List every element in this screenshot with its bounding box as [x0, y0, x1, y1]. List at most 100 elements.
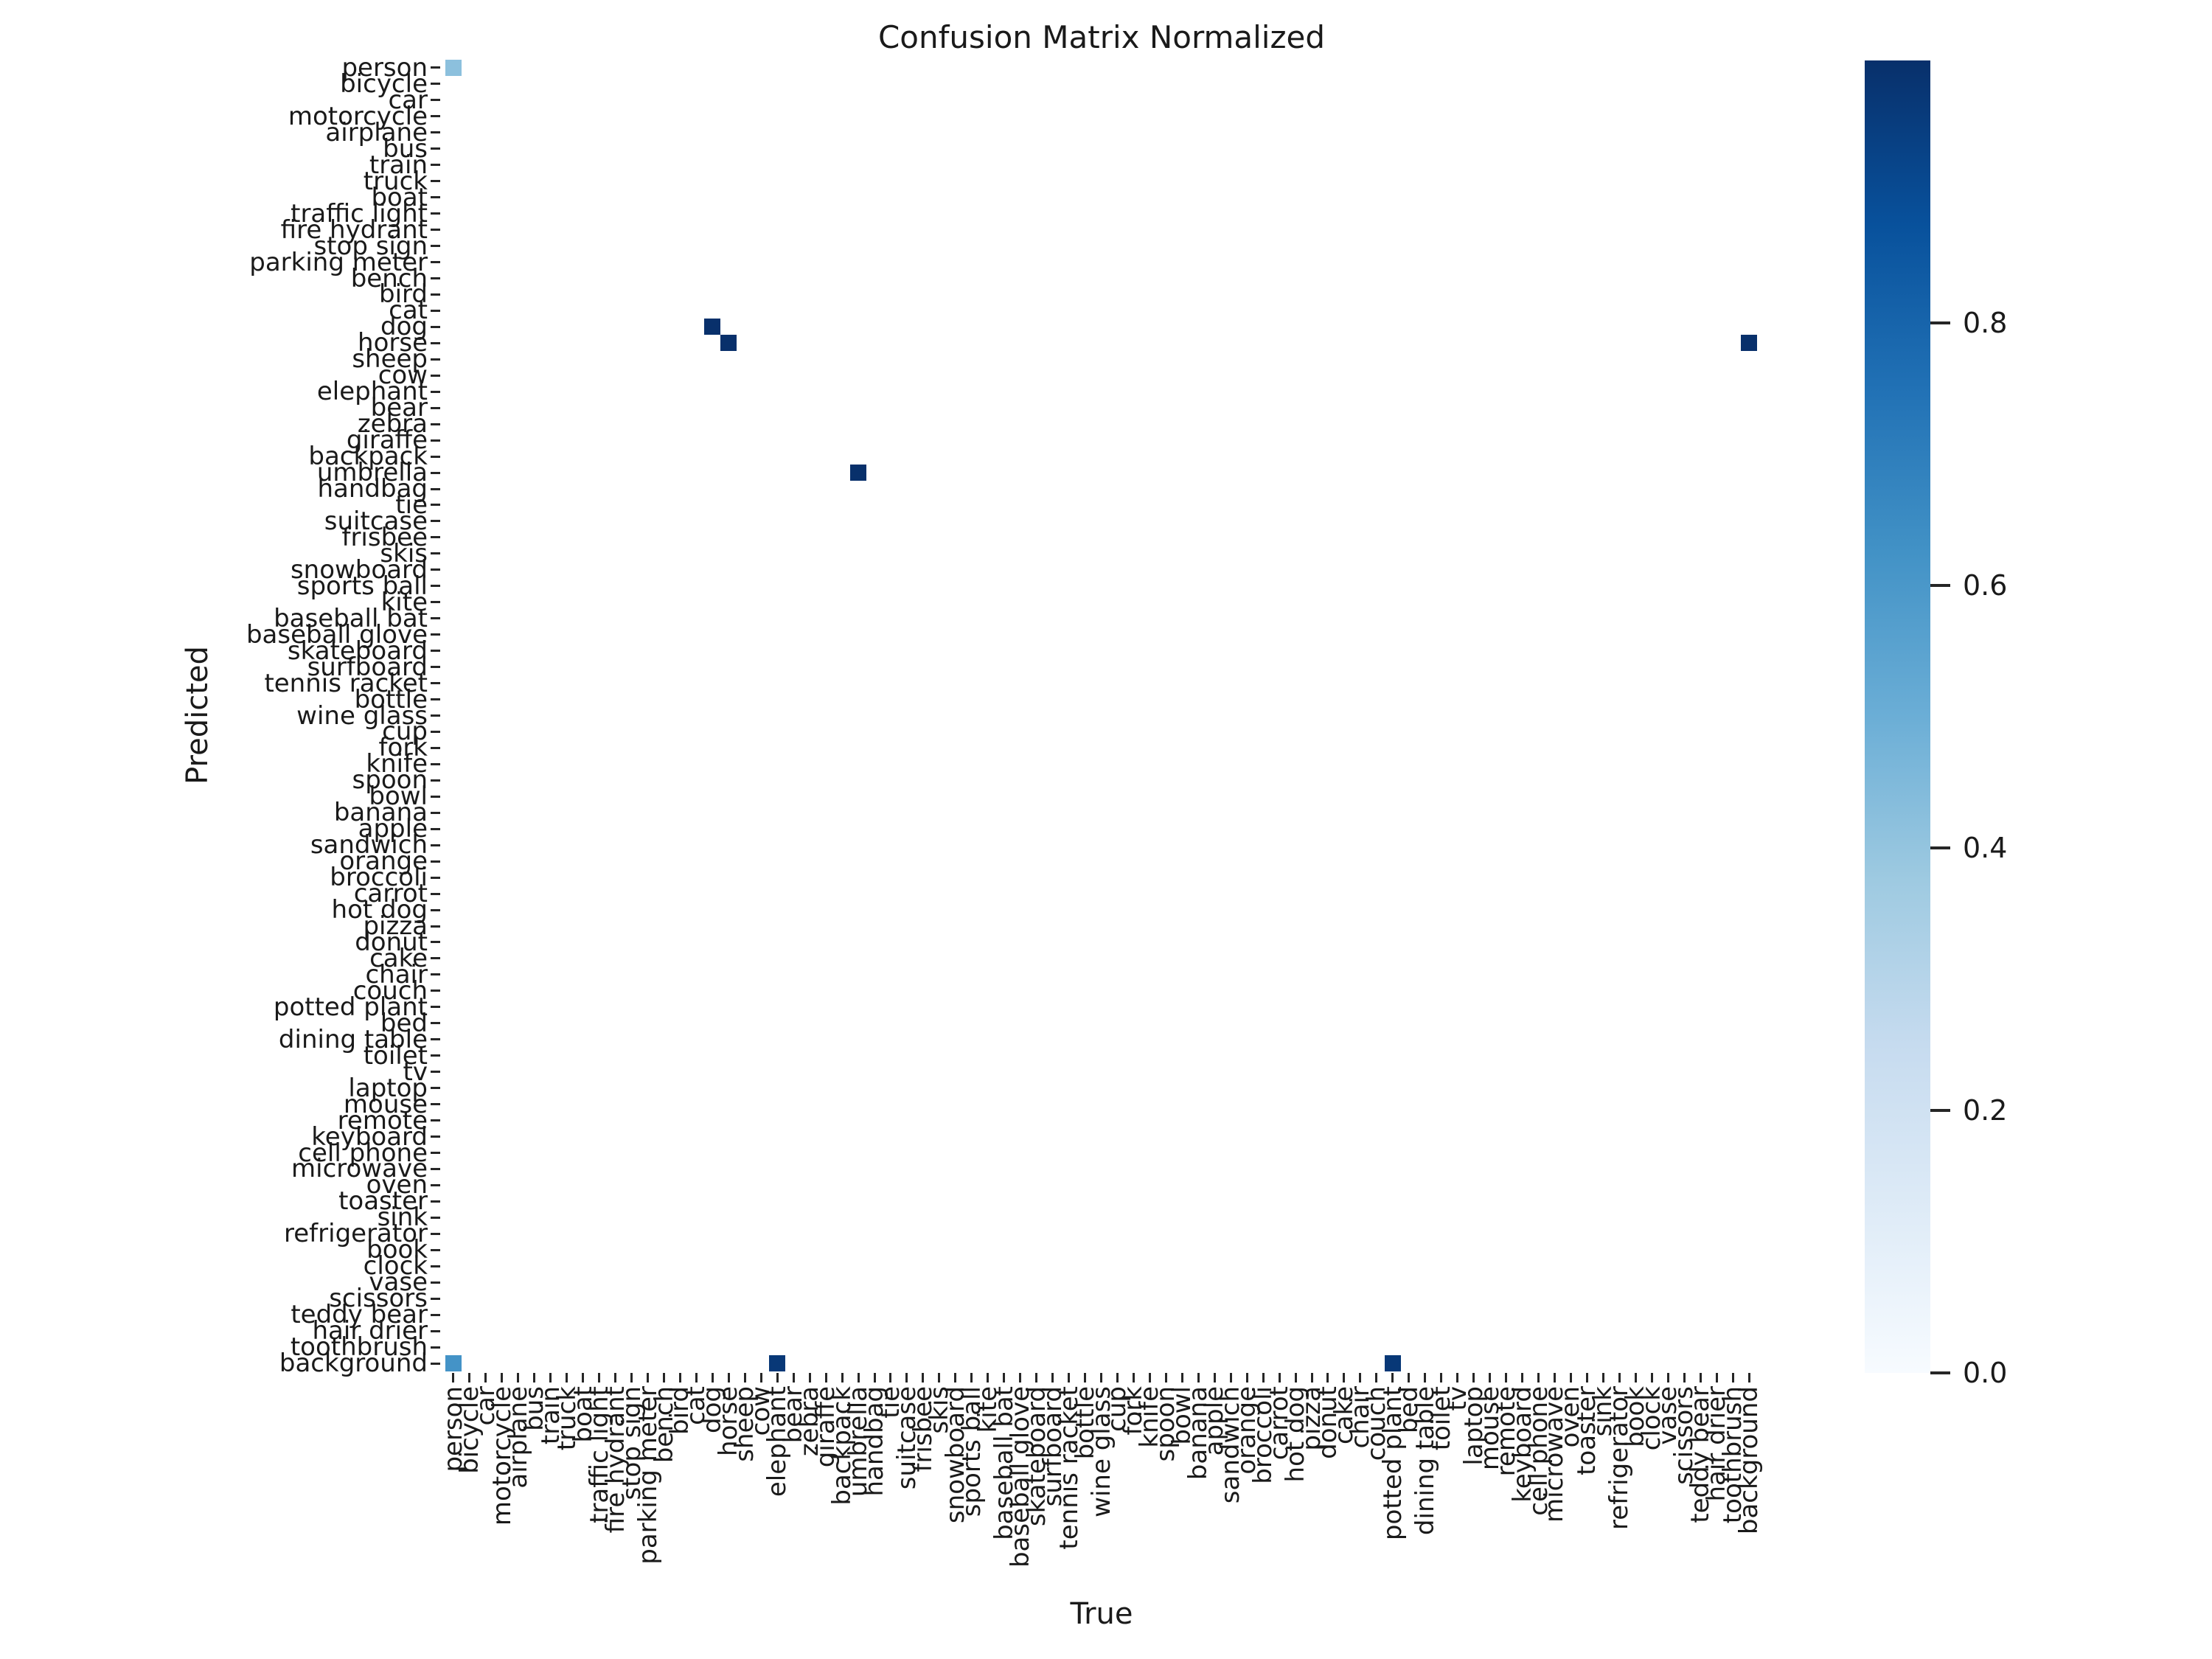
- y-tick-mark: [431, 245, 440, 248]
- y-tick-label: hair drier: [312, 1316, 428, 1346]
- y-tick-label: toaster: [338, 1186, 428, 1217]
- x-tick-mark: [1229, 1373, 1232, 1382]
- y-tick-mark: [431, 374, 440, 377]
- heatmap-cell: [1741, 335, 1758, 352]
- y-tick-mark: [431, 309, 440, 312]
- x-tick-mark: [517, 1373, 520, 1382]
- y-tick-mark: [431, 552, 440, 555]
- x-tick-mark: [1731, 1373, 1734, 1382]
- colorbar: [1865, 60, 1930, 1373]
- y-tick-label: sandwich: [310, 830, 428, 860]
- y-tick-mark: [431, 746, 440, 749]
- y-tick-label: fork: [378, 733, 428, 763]
- y-tick-mark: [431, 229, 440, 232]
- y-tick-mark: [431, 730, 440, 733]
- y-tick-label: car: [388, 85, 428, 115]
- y-tick-mark: [431, 115, 440, 118]
- y-tick-label: baseball bat: [274, 603, 428, 633]
- x-tick-mark: [501, 1373, 504, 1382]
- y-tick-mark: [431, 990, 440, 992]
- x-tick-mark: [1569, 1373, 1572, 1382]
- x-tick-mark: [1634, 1373, 1637, 1382]
- x-tick-mark: [1310, 1373, 1313, 1382]
- y-tick-label: elephant: [316, 377, 428, 407]
- x-tick-mark: [452, 1373, 455, 1382]
- x-tick-mark: [1375, 1373, 1378, 1382]
- y-tick-mark: [431, 827, 440, 830]
- x-tick-mark: [647, 1373, 650, 1382]
- colorbar-tick-label: 0.0: [1963, 1357, 2008, 1389]
- x-tick-mark: [857, 1373, 860, 1382]
- y-tick-label: surfboard: [307, 652, 428, 682]
- y-tick-label: orange: [339, 846, 428, 877]
- x-tick-mark: [1051, 1373, 1054, 1382]
- y-tick-label: handbag: [317, 474, 428, 504]
- y-tick-mark: [431, 1313, 440, 1316]
- y-tick-mark: [431, 1167, 440, 1170]
- x-tick-mark: [1601, 1373, 1604, 1382]
- y-tick-label: cat: [389, 296, 428, 326]
- y-tick-label: banana: [333, 798, 428, 828]
- y-tick-label: skateboard: [287, 636, 428, 666]
- x-tick-mark: [727, 1373, 730, 1382]
- y-tick-label: fire hydrant: [280, 215, 428, 245]
- y-tick-label: frisbee: [341, 522, 428, 552]
- y-tick-mark: [431, 941, 440, 944]
- y-tick-label: bowl: [369, 782, 428, 812]
- x-tick-mark: [1585, 1373, 1588, 1382]
- heatmap-cell: [769, 1355, 786, 1372]
- y-tick-mark: [431, 83, 440, 86]
- colorbar-tick-mark: [1930, 584, 1950, 587]
- y-tick-label: spoon: [352, 765, 428, 796]
- x-tick-mark: [759, 1373, 762, 1382]
- x-tick-mark: [1213, 1373, 1216, 1382]
- x-tick-mark: [1326, 1373, 1329, 1382]
- y-tick-label: toothbrush: [290, 1332, 428, 1363]
- y-tick-mark: [431, 131, 440, 134]
- y-tick-label: tie: [395, 490, 428, 520]
- y-tick-mark: [431, 422, 440, 425]
- y-tick-label: baseball glove: [246, 619, 428, 650]
- y-tick-mark: [431, 1248, 440, 1251]
- y-tick-label: broccoli: [330, 863, 428, 893]
- y-tick-mark: [431, 293, 440, 296]
- x-tick-mark: [1747, 1373, 1750, 1382]
- x-tick-mark: [468, 1373, 471, 1382]
- y-tick-label: train: [369, 150, 428, 180]
- x-tick-mark: [1553, 1373, 1556, 1382]
- y-tick-mark: [431, 536, 440, 539]
- y-tick-label: hot dog: [331, 895, 428, 925]
- y-tick-mark: [431, 617, 440, 620]
- x-tick-mark: [776, 1373, 779, 1382]
- y-tick-label: traffic light: [291, 198, 428, 229]
- y-tick-mark: [431, 147, 440, 150]
- x-tick-mark: [1489, 1373, 1492, 1382]
- y-tick-label: backpack: [308, 442, 428, 472]
- y-tick-label: knife: [366, 749, 428, 779]
- x-tick-mark: [1699, 1373, 1702, 1382]
- y-tick-mark: [431, 876, 440, 879]
- y-tick-mark: [431, 1265, 440, 1267]
- x-tick-mark: [1521, 1373, 1524, 1382]
- y-tick-label: sink: [377, 1203, 428, 1233]
- y-tick-label: refrigerator: [284, 1219, 428, 1249]
- heatmap-cell: [1384, 1355, 1401, 1372]
- y-tick-label: mouse: [343, 1089, 428, 1119]
- x-tick-mark: [1068, 1373, 1071, 1382]
- colorbar-tick-label: 0.8: [1963, 307, 2008, 339]
- y-tick-label: couch: [352, 975, 428, 1006]
- y-tick-label: person: [341, 52, 428, 83]
- y-tick-label: airplane: [325, 117, 428, 147]
- y-tick-mark: [431, 795, 440, 798]
- colorbar-tick-mark: [1930, 321, 1950, 324]
- x-tick-mark: [954, 1373, 957, 1382]
- x-tick-mark: [1262, 1373, 1265, 1382]
- colorbar-tick-mark: [1930, 846, 1950, 849]
- y-tick-mark: [431, 714, 440, 717]
- y-tick-label: vase: [369, 1267, 428, 1298]
- x-tick-mark: [1537, 1373, 1540, 1382]
- y-tick-label: stop sign: [313, 231, 428, 261]
- x-tick-mark: [1019, 1373, 1022, 1382]
- heatmap-cell: [704, 319, 721, 335]
- y-tick-mark: [431, 1119, 440, 1122]
